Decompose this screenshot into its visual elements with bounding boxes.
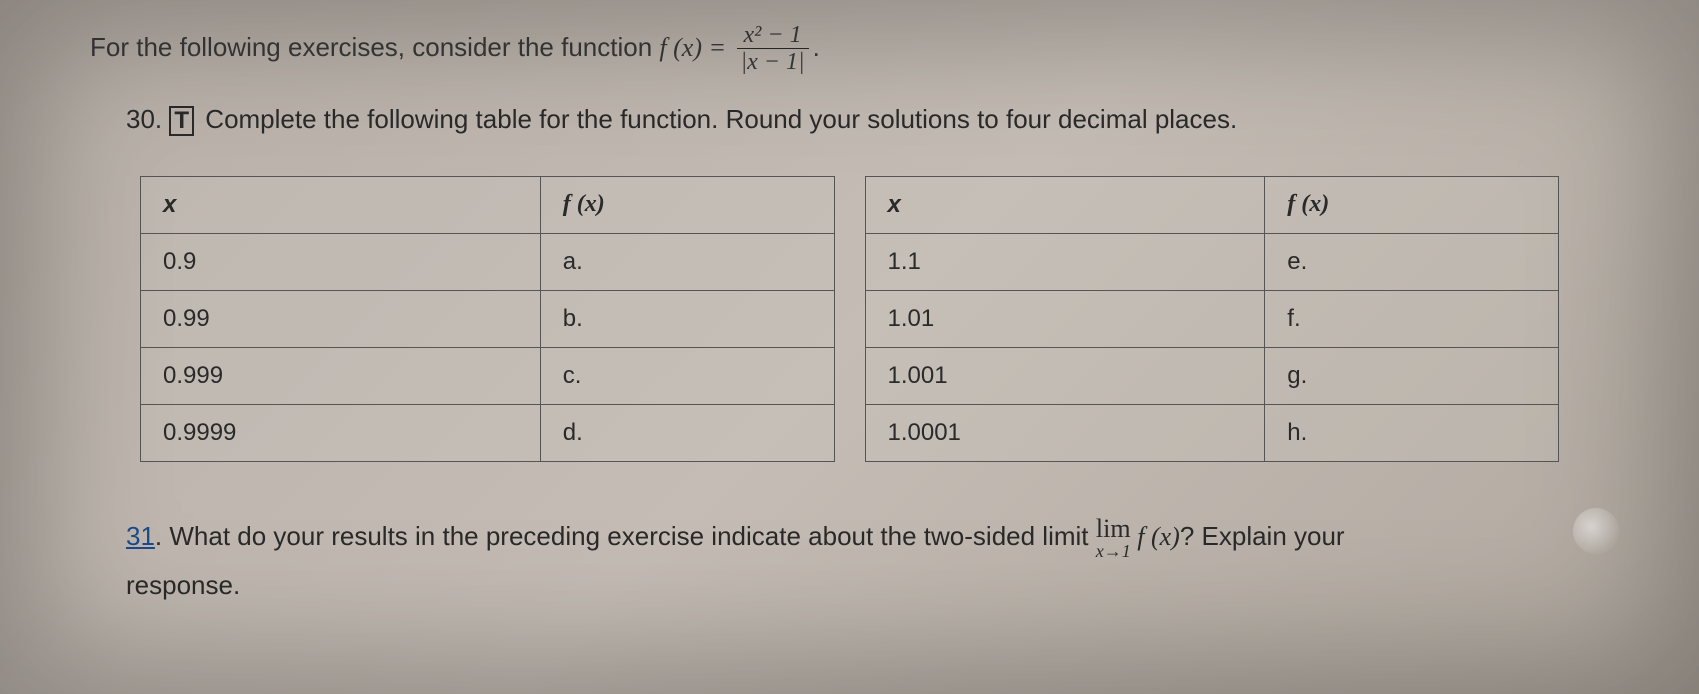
cell-fx: g. bbox=[1265, 347, 1559, 404]
cell-fx: c. bbox=[540, 347, 834, 404]
intro-prefix: For the following exercises, consider th… bbox=[90, 32, 659, 62]
problem-31-response: response. bbox=[126, 570, 240, 600]
limit-func: f (x) bbox=[1131, 522, 1180, 551]
table-row: 0.99 b. bbox=[141, 290, 835, 347]
tech-icon: T bbox=[169, 106, 194, 136]
table-row: 1.0001 h. bbox=[865, 404, 1559, 461]
intro-suffix: . bbox=[813, 32, 820, 62]
cell-x: 1.0001 bbox=[865, 404, 1265, 461]
page-content: For the following exercises, consider th… bbox=[0, 0, 1699, 621]
problem-31-text-after: ? Explain your bbox=[1180, 521, 1345, 551]
table-left: x f (x) 0.9 a. 0.99 b. 0.999 c. 0.9999 d… bbox=[140, 176, 835, 462]
problem-30: 30. T Complete the following table for t… bbox=[126, 104, 1609, 136]
table-row: 1.1 e. bbox=[865, 233, 1559, 290]
cell-x: 1.1 bbox=[865, 233, 1265, 290]
table-row: 0.9999 d. bbox=[141, 404, 835, 461]
cell-x: 0.99 bbox=[141, 290, 541, 347]
header-fx: f (x) bbox=[1265, 176, 1559, 233]
header-x: x bbox=[141, 176, 541, 233]
cell-x: 0.9 bbox=[141, 233, 541, 290]
fraction-numerator: x² − 1 bbox=[737, 22, 809, 49]
header-fx: f (x) bbox=[540, 176, 834, 233]
function-lhs: f (x) = bbox=[659, 33, 732, 62]
table-row: 0.9 a. bbox=[141, 233, 835, 290]
cell-x: 0.9999 bbox=[141, 404, 541, 461]
problem-31: 31. What do your results in the precedin… bbox=[126, 512, 1609, 611]
cell-fx: e. bbox=[1265, 233, 1559, 290]
table-row: x f (x) bbox=[865, 176, 1559, 233]
table-row: x f (x) bbox=[141, 176, 835, 233]
problem-31-text-before: . What do your results in the preceding … bbox=[155, 521, 1096, 551]
problem-30-text: Complete the following table for the fun… bbox=[198, 104, 1237, 134]
problem-31-number-link[interactable]: 31 bbox=[126, 521, 155, 551]
fraction: x² − 1 |x − 1| bbox=[737, 22, 809, 76]
header-x: x bbox=[865, 176, 1265, 233]
cell-fx: a. bbox=[540, 233, 834, 290]
problem-30-number: 30. bbox=[126, 104, 162, 134]
cell-x: 1.01 bbox=[865, 290, 1265, 347]
limit-top: lim bbox=[1096, 516, 1131, 542]
cell-fx: f. bbox=[1265, 290, 1559, 347]
cell-x: 1.001 bbox=[865, 347, 1265, 404]
limit-bottom: x→1 bbox=[1096, 542, 1131, 560]
cell-fx: b. bbox=[540, 290, 834, 347]
intro-text: For the following exercises, consider th… bbox=[90, 22, 1609, 76]
cell-x: 0.999 bbox=[141, 347, 541, 404]
table-right: x f (x) 1.1 e. 1.01 f. 1.001 g. 1.0001 h… bbox=[865, 176, 1560, 462]
limit-expression: limx→1 bbox=[1096, 516, 1131, 560]
tables-container: x f (x) 0.9 a. 0.99 b. 0.999 c. 0.9999 d… bbox=[140, 176, 1559, 462]
table-row: 1.01 f. bbox=[865, 290, 1559, 347]
fraction-denominator: |x − 1| bbox=[737, 49, 809, 75]
cell-fx: h. bbox=[1265, 404, 1559, 461]
table-row: 1.001 g. bbox=[865, 347, 1559, 404]
table-row: 0.999 c. bbox=[141, 347, 835, 404]
cell-fx: d. bbox=[540, 404, 834, 461]
